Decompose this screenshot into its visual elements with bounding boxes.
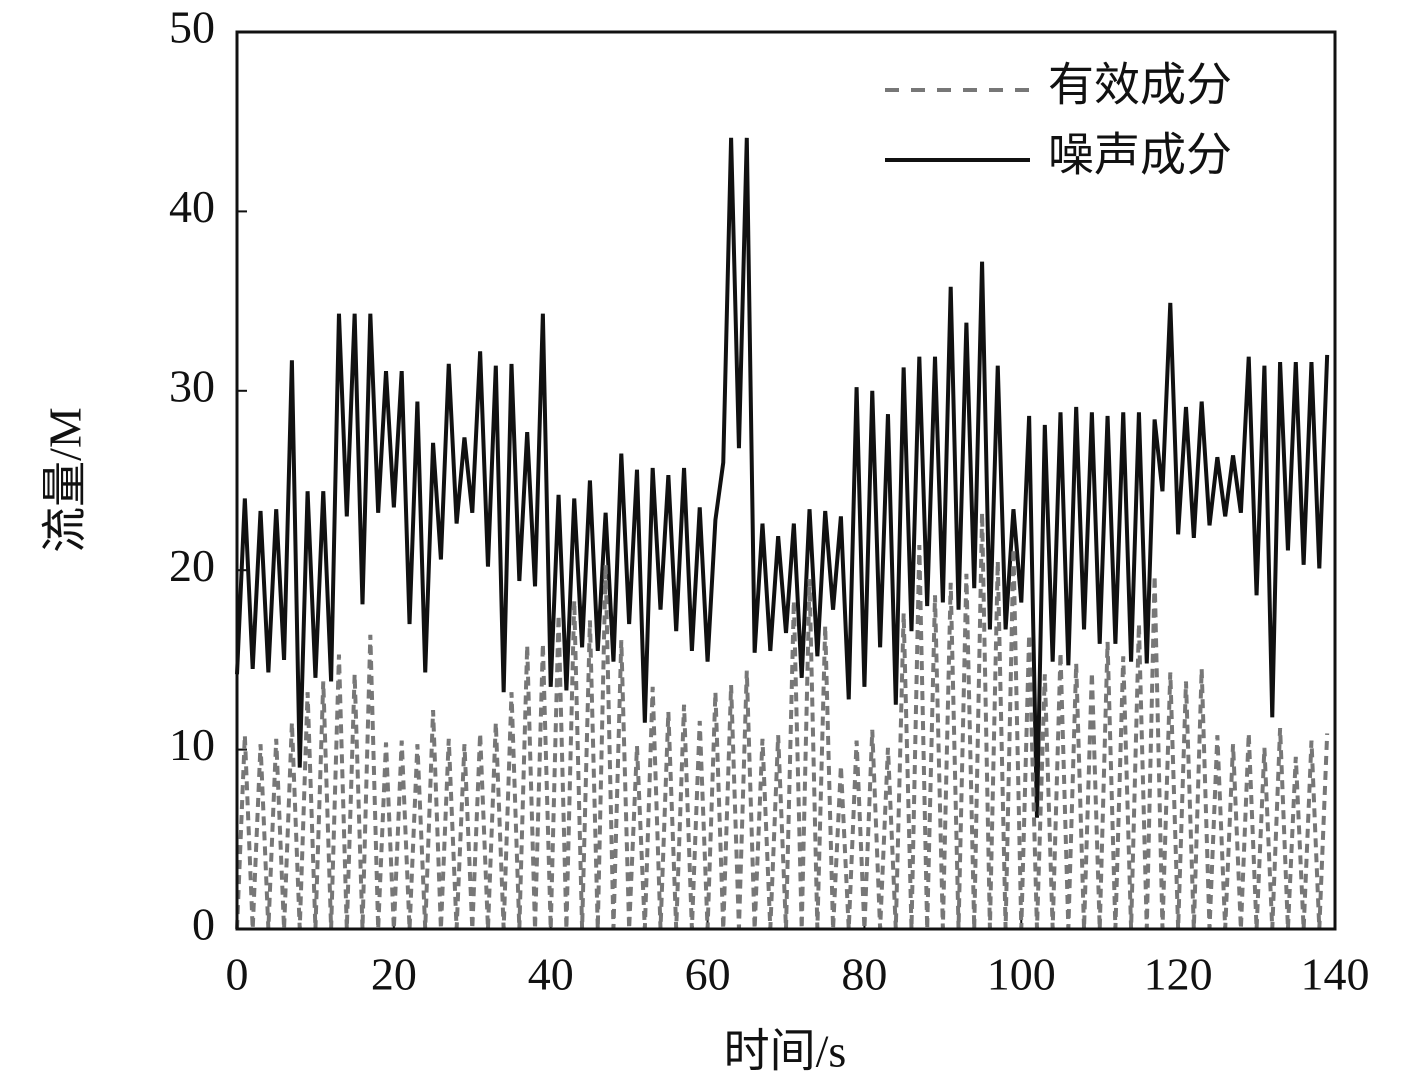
x-tick-label: 140 <box>1301 949 1370 1000</box>
x-tick-label: 80 <box>841 949 887 1000</box>
x-tick-label: 120 <box>1144 949 1213 1000</box>
y-tick-label: 40 <box>169 181 215 232</box>
x-tick-label: 60 <box>685 949 731 1000</box>
x-axis-title: 时间/s <box>724 1026 847 1077</box>
y-tick-label: 50 <box>169 2 215 53</box>
legend-label: 有效成分 <box>1048 60 1232 111</box>
y-tick-label: 10 <box>169 719 215 770</box>
x-tick-label: 40 <box>528 949 574 1000</box>
x-tick-label: 20 <box>371 949 417 1000</box>
legend-label: 噪声成分 <box>1048 130 1232 181</box>
y-tick-label: 30 <box>169 360 215 411</box>
data-line <box>235 512 1330 930</box>
y-tick-label: 0 <box>192 899 215 950</box>
y-tick-label: 20 <box>169 540 215 591</box>
plot-frame <box>235 30 1337 931</box>
data-line <box>235 137 1330 818</box>
y-axis-title: 流量/M <box>40 407 91 553</box>
x-tick-label: 100 <box>987 949 1056 1000</box>
x-tick-label: 0 <box>226 949 249 1000</box>
